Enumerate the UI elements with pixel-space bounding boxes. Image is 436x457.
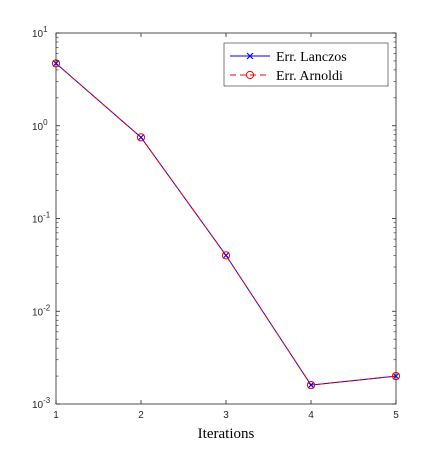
x-axis-label: Iterations [198,426,255,442]
x-tick-label: 1 [53,410,59,421]
x-tick-label: 5 [393,410,399,421]
data-point-arnoldi [136,133,146,142]
legend-label-lanczos: Err. Lanczos [276,50,347,65]
data-point-lanczos [222,252,230,259]
legend-marker-x-icon [246,52,254,60]
data-point-arnoldi [221,251,231,260]
x-tick-label: 4 [308,410,314,421]
data-point-lanczos [307,381,315,389]
legend-marker-circle-icon [245,70,255,80]
series-line-arnoldi [55,63,397,386]
y-tick-label: 101 [32,25,48,40]
legend: Err. Lanczos Err. Arnoldi [223,42,389,87]
legend-marker-x [246,52,254,60]
tick-layer: 1 2 3 4 5 10-3 10-2 10-1 100 101 [32,25,399,421]
data-point-arnoldi [306,380,316,390]
x-tick-label: 3 [223,410,229,421]
data-point-lanczos [137,133,145,141]
y-tick-label: 100 [32,118,48,133]
y-tick-label: 10-2 [32,303,51,318]
x-tick-label: 2 [138,410,144,421]
y-tick-label: 10-1 [32,211,51,226]
legend-label-arnoldi: Err. Arnoldi [276,69,343,84]
y-tick-label: 10-3 [32,396,51,411]
legend-marker-circle [245,70,255,80]
plot-background [56,33,396,404]
